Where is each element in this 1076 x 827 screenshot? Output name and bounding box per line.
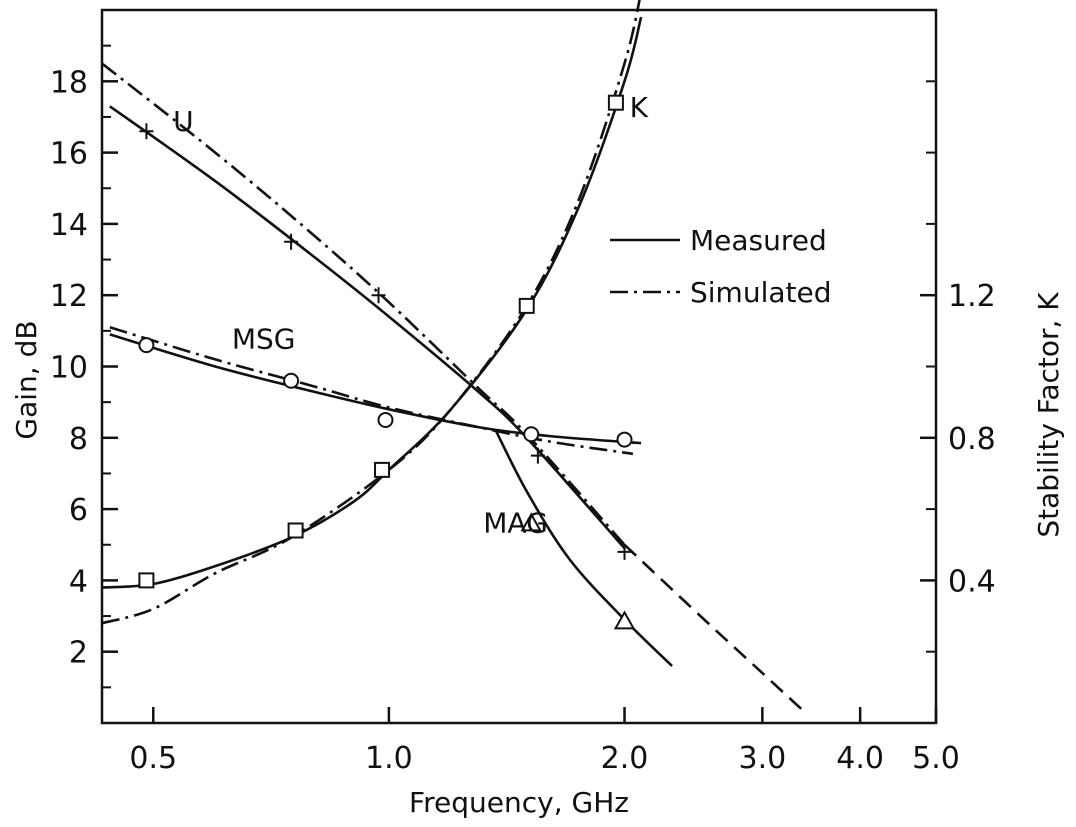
left-tick-label: 4 [69, 564, 88, 599]
x-tick-label: 0.5 [129, 741, 177, 776]
mag-triangle-marker [613, 610, 636, 630]
legend-simulated-label: Simulated [690, 276, 832, 309]
series-u-solid-line [109, 105, 626, 550]
u-plus-marker [530, 447, 545, 464]
right-tick-label: 0.8 [948, 422, 996, 457]
series-layer [101, 0, 806, 714]
x-tick-label: 3.0 [738, 741, 786, 776]
marker-layer [138, 94, 636, 630]
u-plus-marker [284, 233, 299, 250]
x-tick-label: 1.0 [365, 741, 413, 776]
left-tick-label: 14 [50, 208, 88, 243]
left-tick-label: 18 [50, 65, 88, 100]
left-tick-label: 6 [69, 493, 88, 528]
plot-frame [100, 8, 938, 725]
x-tick-label: 2.0 [601, 741, 649, 776]
legend-measured-label: Measured [690, 224, 827, 257]
right-tick-label: 1.2 [948, 279, 996, 314]
curve-label-msg: MSG [232, 323, 296, 356]
series-mag-solid-line [494, 430, 673, 667]
msg-circle-marker [377, 411, 394, 428]
k-square-marker [607, 94, 624, 111]
u-plus-marker [371, 287, 386, 304]
left-tick-label: 12 [50, 279, 88, 314]
series-k-solid-line [101, 16, 643, 589]
msg-circle-marker [138, 337, 155, 354]
series-k-dashdot-line [101, 0, 641, 625]
x-tick-label: 4.0 [836, 741, 884, 776]
k-square-marker [287, 522, 304, 539]
mag-triangle-marker [520, 512, 542, 532]
left-tick-label: 8 [69, 422, 88, 457]
legend: Measured Simulated [610, 224, 832, 309]
x-tick-label: 5.0 [912, 741, 960, 776]
left-tick-label: 16 [50, 137, 88, 172]
curve-label-u: U [173, 105, 194, 138]
k-square-marker [374, 461, 391, 478]
series-msg-solid-line [109, 333, 642, 445]
right-tick-label: 0.4 [948, 564, 996, 599]
u-plus-marker [617, 543, 632, 560]
right-y-axis-label: Stability Factor, K [1032, 292, 1065, 538]
series-u-dashed-line [623, 543, 806, 714]
k-square-marker [518, 297, 535, 314]
msg-circle-marker [616, 431, 633, 448]
msg-circle-marker [523, 426, 540, 443]
curve-labels: U K MSG MAG [173, 91, 649, 539]
x-ticks: 0.5 1.0 2.0 3.0 4.0 5.0 [129, 707, 960, 776]
left-y-ticks: 2 4 6 8 10 12 14 16 18 [50, 44, 118, 689]
series-msg-dashdot-line [109, 326, 634, 456]
left-tick-label: 2 [69, 636, 88, 671]
right-y-ticks: 0.4 0.8 1.2 [920, 80, 996, 653]
left-y-axis-label: Gain, dB [10, 320, 43, 439]
curve-label-k: K [630, 91, 649, 124]
x-axis-label: Frequency, GHz [409, 786, 629, 819]
k-square-marker [138, 572, 155, 589]
u-plus-marker [139, 123, 154, 140]
curve-label-mag: MAG [483, 506, 548, 539]
left-tick-label: 10 [50, 351, 88, 386]
msg-circle-marker [283, 372, 300, 389]
